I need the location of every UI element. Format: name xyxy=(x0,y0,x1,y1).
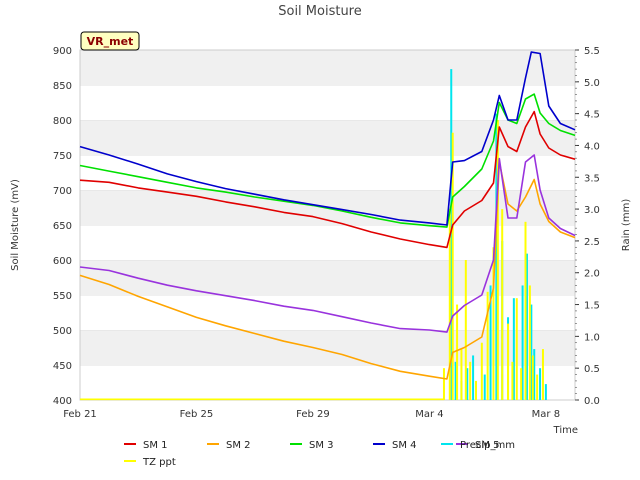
precip-bar xyxy=(533,349,536,400)
tz-ppt-bar xyxy=(460,349,463,400)
tz-ppt-bar xyxy=(501,209,504,400)
y2-tick-label: 5.0 xyxy=(584,78,600,89)
y2-tick-label: 2.0 xyxy=(584,269,600,280)
tz-ppt-bar xyxy=(515,298,518,400)
band xyxy=(80,85,575,120)
series-line-sm-3 xyxy=(79,93,576,228)
series-lines xyxy=(79,51,576,401)
y-axis-label: Soil Moisture (mV) xyxy=(10,179,21,271)
y2-tick-label: 5.5 xyxy=(584,46,600,57)
band xyxy=(80,295,575,330)
tz-ppt-bar xyxy=(536,374,539,400)
tz-ppt-bar xyxy=(469,361,472,400)
precip-bar xyxy=(454,361,457,400)
y2-tick-label: 3.5 xyxy=(584,173,600,184)
y-tick-label: 700 xyxy=(53,186,72,197)
y2-axis-label: Rain (mm) xyxy=(621,199,632,252)
series-line-sm-1 xyxy=(79,110,576,249)
tz-ppt-bar xyxy=(451,132,454,400)
y-tick-label: 550 xyxy=(53,291,72,302)
y-tick-label: 600 xyxy=(53,256,72,267)
legend-label: SM 4 xyxy=(392,440,417,451)
tz-ppt-bar xyxy=(456,304,459,400)
background-bands xyxy=(80,49,575,400)
precip-bar xyxy=(521,285,524,400)
y-axis-ticks: 400 450 500 550 600 650 700 750 800 850 900 xyxy=(53,46,72,407)
tz-ppt-bar xyxy=(511,361,514,400)
tz-ppt-bar xyxy=(464,260,467,400)
series-line-sm-4 xyxy=(79,51,576,226)
y2-tick-label: 1.5 xyxy=(584,301,600,312)
y2-tick-label: 0.0 xyxy=(584,396,600,407)
tz-ppt-bar xyxy=(486,291,489,400)
x-tick-label: Feb 29 xyxy=(296,409,330,420)
precip-bar xyxy=(450,69,453,400)
x-axis-label: Time xyxy=(553,425,578,436)
precip-bar xyxy=(489,285,492,400)
precip-bar xyxy=(466,368,469,400)
tz-ppt-bar xyxy=(541,349,544,400)
series-line-sm-5 xyxy=(79,154,576,333)
tz-ppt-bar xyxy=(520,368,523,400)
band xyxy=(80,260,575,295)
tz-ppt-bar xyxy=(448,209,451,400)
precip-bar xyxy=(483,374,486,400)
x-tick-label: Feb 25 xyxy=(180,409,214,420)
y2-tick-label: 0.5 xyxy=(584,364,600,375)
y-tick-label: 900 xyxy=(53,46,72,57)
series-line-sm-2 xyxy=(79,161,576,380)
tz-ppt-bar xyxy=(524,221,527,400)
tz-ppt-bar xyxy=(507,323,510,400)
band xyxy=(80,50,575,85)
y-tick-label: 450 xyxy=(53,361,72,372)
y2-tick-label: 1.0 xyxy=(584,332,600,343)
x-tick-label: Mar 8 xyxy=(532,409,560,420)
tz-ppt-bar xyxy=(496,120,499,400)
x-axis-ticks: Feb 21 Feb 25 Feb 29 Mar 4 Mar 8 xyxy=(63,409,560,420)
y-tick-label: 800 xyxy=(53,116,72,127)
y-tick-label: 650 xyxy=(53,221,72,232)
precip-bar xyxy=(472,355,475,400)
legend-label: SM 5 xyxy=(475,440,500,451)
precip-bar xyxy=(512,298,515,400)
y-tick-label: 850 xyxy=(53,81,72,92)
y2-tick-label: 3.0 xyxy=(584,205,600,216)
x-tick-label: Mar 4 xyxy=(415,409,443,420)
tz-ppt-bar xyxy=(492,247,495,400)
legend-label: SM 3 xyxy=(309,440,334,451)
precip-bar xyxy=(525,253,528,400)
station-badge: VR_met xyxy=(80,31,140,51)
band xyxy=(80,120,575,155)
y-tick-label: 500 xyxy=(53,326,72,337)
chart-title: Soil Moisture xyxy=(278,4,362,19)
band xyxy=(80,365,575,400)
y2-tick-label: 4.0 xyxy=(584,141,600,152)
tz-ppt-bar xyxy=(475,380,477,400)
precip-bar xyxy=(544,384,547,400)
precip-bars xyxy=(442,69,547,401)
legend-label: TZ ppt xyxy=(142,457,176,468)
legend-label: Precip_mm xyxy=(460,440,515,451)
y-tick-label: 750 xyxy=(53,151,72,162)
tz-ppt-bar xyxy=(442,368,445,400)
y-tick-label: 400 xyxy=(53,396,72,407)
precip-bar xyxy=(539,368,542,400)
station-badge-label: VR_met xyxy=(87,35,134,48)
y2-tick-label: 4.5 xyxy=(584,110,600,121)
tz-ppt-bar xyxy=(531,355,534,400)
band xyxy=(80,330,575,365)
legend-label: SM 2 xyxy=(226,440,251,451)
band xyxy=(80,225,575,260)
x-tick-label: Feb 21 xyxy=(63,409,97,420)
precip-bar xyxy=(530,304,533,400)
tz-ppt-bar xyxy=(480,342,483,400)
legend-label: SM 1 xyxy=(143,440,168,451)
y2-axis-ticks: 0.0 0.5 1.0 1.5 2.0 2.5 3.0 3.5 4.0 4.5 5.0 5.5 xyxy=(575,46,600,407)
y2-tick-label: 2.5 xyxy=(584,237,600,248)
station-badge-box xyxy=(80,31,140,51)
precip-bar xyxy=(495,113,498,401)
tz-ppt-bar xyxy=(528,285,531,400)
